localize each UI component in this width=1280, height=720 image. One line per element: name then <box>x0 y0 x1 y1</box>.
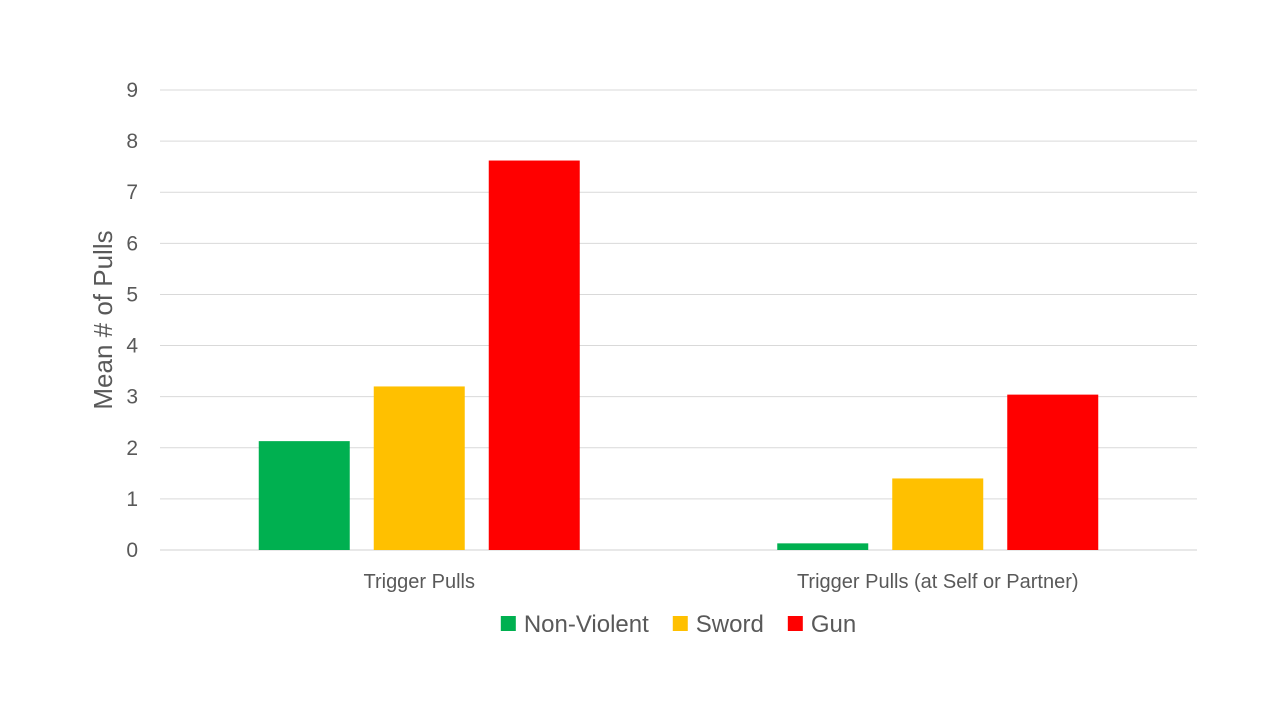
x-axis-categories: Trigger Pulls Trigger Pulls (at Self or P… <box>363 571 1078 593</box>
y-tick-label: 5 <box>126 283 138 306</box>
legend-swatch <box>787 616 803 631</box>
bar-non-violent <box>258 441 350 550</box>
y-axis-ticks: 0 1 2 3 4 5 6 7 8 9 <box>126 79 138 562</box>
legend: Non-Violent Sword Gun <box>500 611 856 638</box>
y-tick-label: 7 <box>126 181 138 204</box>
y-tick-label: 4 <box>126 335 138 358</box>
y-axis-title: Mean # of Pulls <box>88 230 118 409</box>
y-tick-label: 1 <box>126 488 138 511</box>
legend-item: Non-Violent <box>500 611 649 638</box>
legend-item: Sword <box>672 611 764 638</box>
bar-gun <box>1007 394 1099 550</box>
y-tick-label: 3 <box>126 386 138 409</box>
y-tick-label: 6 <box>126 232 138 255</box>
legend-swatch <box>672 616 688 631</box>
y-tick-label: 9 <box>126 79 138 102</box>
legend-label: Sword <box>696 611 764 638</box>
y-tick-label: 2 <box>126 437 138 460</box>
bar-sword <box>373 386 465 550</box>
y-tick-label: 8 <box>126 130 138 153</box>
y-tick-label: 0 <box>126 539 138 562</box>
x-category-label: Trigger Pulls <box>363 571 475 593</box>
bar-gun <box>488 160 580 551</box>
bar-sword <box>892 478 984 550</box>
bars <box>258 160 1099 551</box>
legend-item: Gun <box>787 611 856 638</box>
legend-label: Gun <box>811 611 856 638</box>
x-category-label: Trigger Pulls (at Self or Partner) <box>797 571 1079 593</box>
bar-non-violent <box>777 543 869 550</box>
legend-swatch <box>500 616 516 631</box>
legend-label: Non-Violent <box>524 611 649 638</box>
